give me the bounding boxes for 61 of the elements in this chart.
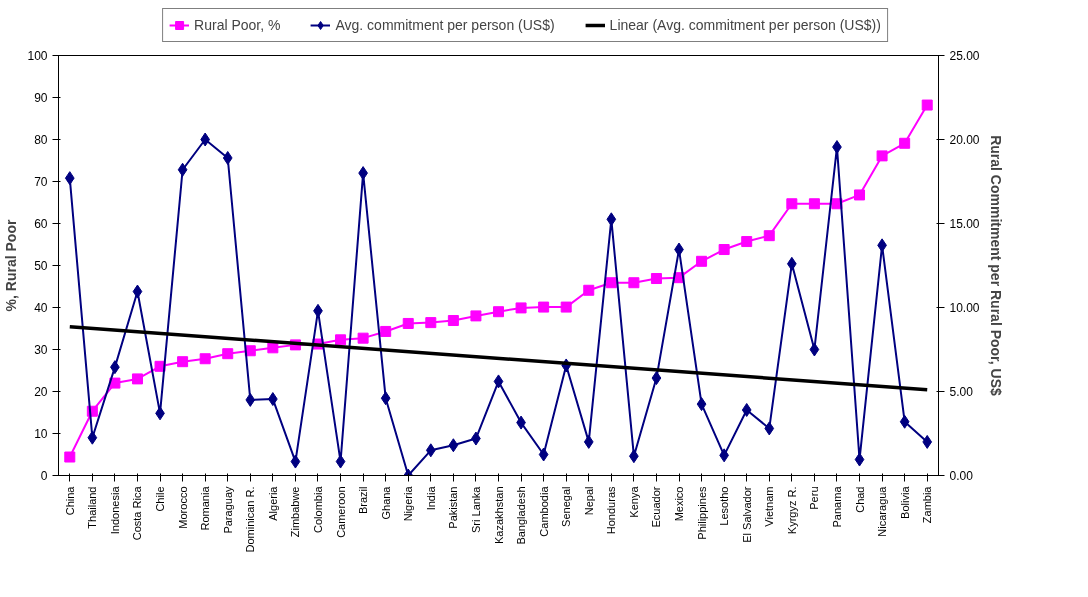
x-tick-label: Lesotho [718, 486, 731, 526]
x-tick-label: Romania [199, 485, 212, 531]
x-tick-label: Vietnam [763, 486, 776, 527]
y-tick-label: 20 [34, 385, 48, 399]
x-tick-label: Bangladesh [515, 486, 528, 545]
y-tick-label: 70 [34, 175, 48, 189]
x-tick-label: Brazil [357, 486, 370, 515]
y-tick-label: 50 [34, 259, 48, 273]
x-tick-label: Honduras [605, 486, 618, 535]
x-tick-label: Chad [853, 486, 866, 513]
x-tick-label: Kazakhstan [492, 486, 505, 544]
x-tick-label: Algeria [266, 485, 279, 521]
legend-label: Rural Poor, % [194, 17, 281, 33]
y-tick-label: 10 [34, 427, 48, 441]
x-tick-label: Indonesia [108, 485, 121, 535]
y-tick-label: 30 [34, 343, 48, 357]
y-tick-label: 40 [34, 301, 48, 315]
x-tick-label: Dominican R. [244, 486, 257, 553]
y-tick-label: 60 [34, 217, 48, 231]
x-tick-label: Panama [830, 485, 843, 528]
x-tick-label: Nicaragua [876, 485, 889, 537]
y-tick-label: 90 [34, 91, 48, 105]
x-tick-label: Costa Rica [131, 485, 144, 541]
y-tick-label: 80 [34, 133, 48, 147]
y2-tick-label: 0.00 [949, 469, 974, 483]
y2-axis-title: Rural Commitment per Rural Poor, US$ [987, 135, 1004, 397]
y-tick-label: 100 [27, 49, 48, 63]
x-tick-label: Peru [808, 486, 821, 510]
y2-tick-label: 15.00 [949, 217, 980, 231]
x-tick-label: Senegal [560, 486, 573, 527]
y2-tick-label: 20.00 [949, 133, 980, 147]
y-tick-label: 0 [40, 469, 48, 483]
x-tick-label: Cameroon [334, 486, 347, 538]
x-tick-label: Ecuador [650, 486, 663, 528]
x-tick-label: Chile [154, 486, 167, 512]
x-tick-label: Kenya [627, 485, 640, 518]
x-tick-label: Bolivia [898, 485, 911, 519]
x-tick-label: Colombia [311, 485, 324, 533]
x-tick-label: India [424, 485, 437, 511]
y2-tick-label: 25.00 [949, 49, 980, 63]
x-tick-label: Zambia [921, 485, 934, 524]
x-tick-label: Cambodia [537, 485, 550, 537]
x-tick-label: Zimbabwe [289, 486, 302, 538]
legend-label: Linear (Avg. commitment per person (US$)) [609, 17, 881, 33]
x-tick-label: China [63, 485, 76, 516]
x-tick-label: Pakistan [447, 486, 460, 529]
x-tick-label: Mexico [673, 486, 686, 522]
x-tick-label: Nigeria [402, 485, 415, 522]
x-tick-label: Thailand [86, 486, 99, 529]
x-tick-label: Ghana [379, 485, 392, 520]
x-tick-label: El Salvador [740, 486, 753, 543]
y-axis-title: %, Rural Poor [3, 219, 20, 312]
x-tick-label: Morocco [176, 486, 189, 529]
y2-tick-label: 5.00 [949, 385, 974, 399]
x-tick-label: Nepal [582, 486, 595, 516]
x-tick-label: Sri Lanka [469, 485, 482, 533]
y2-tick-label: 10.00 [949, 301, 980, 315]
x-tick-label: Kyrgyz R. [785, 486, 798, 535]
x-tick-label: Paraguay [221, 486, 234, 534]
x-tick-label: Philippines [695, 486, 708, 540]
legend-label: Avg. commitment per person (US$) [335, 17, 555, 33]
